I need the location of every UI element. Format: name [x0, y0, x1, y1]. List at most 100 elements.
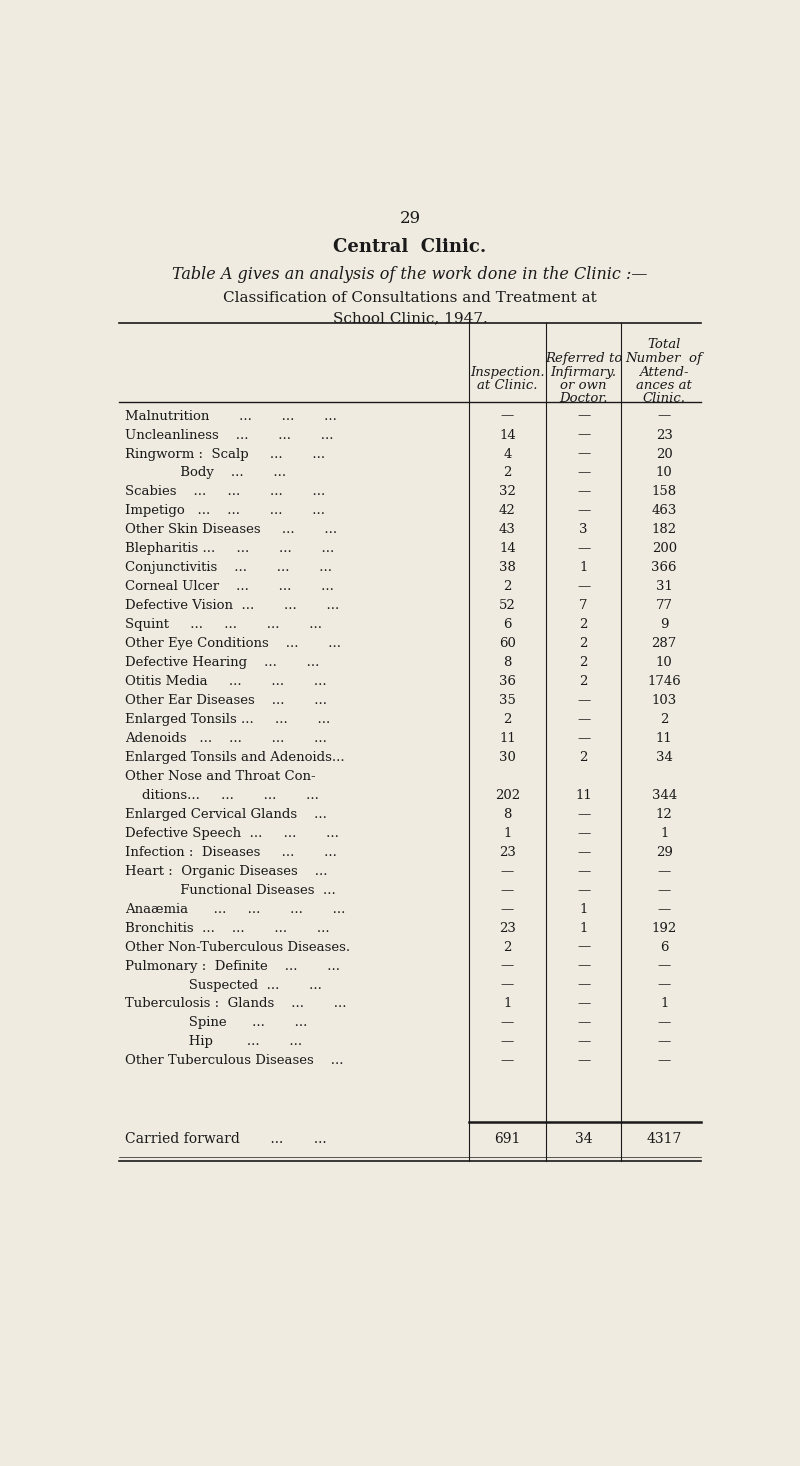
Text: —: — — [577, 865, 590, 878]
Text: —: — — [577, 732, 590, 745]
Text: —: — — [501, 884, 514, 897]
Text: 182: 182 — [652, 523, 677, 537]
Text: —: — — [658, 865, 671, 878]
Text: —: — — [577, 846, 590, 859]
Text: Referred to: Referred to — [545, 352, 622, 365]
Text: 10: 10 — [656, 657, 673, 668]
Text: ances at: ances at — [636, 380, 692, 391]
Text: —: — — [501, 960, 514, 972]
Text: Infection :  Diseases     ...       ...: Infection : Diseases ... ... — [125, 846, 337, 859]
Text: Attend-: Attend- — [639, 365, 689, 378]
Text: 2: 2 — [503, 941, 511, 953]
Text: 200: 200 — [652, 542, 677, 556]
Text: or own: or own — [560, 380, 607, 391]
Text: —: — — [577, 409, 590, 422]
Text: 287: 287 — [651, 638, 677, 649]
Text: 23: 23 — [499, 846, 516, 859]
Text: —: — — [577, 827, 590, 840]
Text: 77: 77 — [656, 600, 673, 613]
Text: 2: 2 — [579, 638, 588, 649]
Text: Pulmonary :  Definite    ...       ...: Pulmonary : Definite ... ... — [125, 960, 340, 972]
Text: ditions...     ...       ...       ...: ditions... ... ... ... — [125, 789, 318, 802]
Text: 6: 6 — [660, 941, 669, 953]
Text: Enlarged Cervical Glands    ...: Enlarged Cervical Glands ... — [125, 808, 326, 821]
Text: 12: 12 — [656, 808, 673, 821]
Text: 1: 1 — [503, 997, 511, 1010]
Text: Other Nose and Throat Con-: Other Nose and Throat Con- — [125, 770, 315, 783]
Text: 14: 14 — [499, 542, 516, 556]
Text: Blepharitis ...     ...       ...       ...: Blepharitis ... ... ... ... — [125, 542, 334, 556]
Text: 8: 8 — [503, 808, 511, 821]
Text: 1: 1 — [503, 827, 511, 840]
Text: 60: 60 — [499, 638, 516, 649]
Text: —: — — [501, 1035, 514, 1048]
Text: 1: 1 — [660, 827, 668, 840]
Text: 29: 29 — [399, 210, 421, 227]
Text: 2: 2 — [579, 751, 588, 764]
Text: Bronchitis  ...    ...       ...       ...: Bronchitis ... ... ... ... — [125, 922, 330, 935]
Text: Doctor.: Doctor. — [559, 391, 608, 405]
Text: 34: 34 — [656, 751, 673, 764]
Text: —: — — [577, 428, 590, 441]
Text: 23: 23 — [499, 922, 516, 935]
Text: Enlarged Tonsils ...     ...       ...: Enlarged Tonsils ... ... ... — [125, 712, 330, 726]
Text: Heart :  Organic Diseases    ...: Heart : Organic Diseases ... — [125, 865, 327, 878]
Text: 344: 344 — [651, 789, 677, 802]
Text: Carried forward       ...       ...: Carried forward ... ... — [125, 1132, 326, 1146]
Text: Anaæmia      ...     ...       ...       ...: Anaæmia ... ... ... ... — [125, 903, 345, 916]
Text: 31: 31 — [656, 581, 673, 594]
Text: 4: 4 — [503, 447, 511, 460]
Text: 691: 691 — [494, 1132, 521, 1146]
Text: Impetigo   ...    ...       ...       ...: Impetigo ... ... ... ... — [125, 504, 325, 517]
Text: —: — — [577, 712, 590, 726]
Text: —: — — [658, 409, 671, 422]
Text: Corneal Ulcer    ...       ...       ...: Corneal Ulcer ... ... ... — [125, 581, 334, 594]
Text: 158: 158 — [652, 485, 677, 498]
Text: 3: 3 — [579, 523, 588, 537]
Text: —: — — [658, 884, 671, 897]
Text: —: — — [577, 542, 590, 556]
Text: Functional Diseases  ...: Functional Diseases ... — [125, 884, 335, 897]
Text: 6: 6 — [503, 619, 511, 632]
Text: School Clinic, 1947.: School Clinic, 1947. — [333, 311, 487, 325]
Text: 43: 43 — [499, 523, 516, 537]
Text: Uncleanliness    ...       ...       ...: Uncleanliness ... ... ... — [125, 428, 334, 441]
Text: 4317: 4317 — [646, 1132, 682, 1146]
Text: Classification of Consultations and Treatment at: Classification of Consultations and Trea… — [223, 292, 597, 305]
Text: —: — — [577, 693, 590, 707]
Text: 2: 2 — [579, 657, 588, 668]
Text: 52: 52 — [499, 600, 516, 613]
Text: 11: 11 — [656, 732, 673, 745]
Text: —: — — [577, 997, 590, 1010]
Text: Table A gives an analysis of the work done in the Clinic :—: Table A gives an analysis of the work do… — [172, 267, 648, 283]
Text: Other Skin Diseases     ...       ...: Other Skin Diseases ... ... — [125, 523, 337, 537]
Text: 11: 11 — [499, 732, 516, 745]
Text: Number  of: Number of — [626, 352, 702, 365]
Text: Spine      ...       ...: Spine ... ... — [125, 1016, 307, 1029]
Text: 1: 1 — [660, 997, 668, 1010]
Text: Suspected  ...       ...: Suspected ... ... — [125, 978, 322, 991]
Text: Scabies    ...     ...       ...       ...: Scabies ... ... ... ... — [125, 485, 325, 498]
Text: —: — — [577, 978, 590, 991]
Text: —: — — [658, 1035, 671, 1048]
Text: —: — — [658, 978, 671, 991]
Text: —: — — [577, 581, 590, 594]
Text: 34: 34 — [574, 1132, 593, 1146]
Text: Other Eye Conditions    ...       ...: Other Eye Conditions ... ... — [125, 638, 341, 649]
Text: —: — — [658, 960, 671, 972]
Text: 1746: 1746 — [647, 674, 681, 688]
Text: 8: 8 — [503, 657, 511, 668]
Text: Ringworm :  Scalp     ...       ...: Ringworm : Scalp ... ... — [125, 447, 325, 460]
Text: 366: 366 — [651, 561, 677, 575]
Text: 29: 29 — [656, 846, 673, 859]
Text: Adenoids   ...    ...       ...       ...: Adenoids ... ... ... ... — [125, 732, 326, 745]
Text: 463: 463 — [651, 504, 677, 517]
Text: Other Ear Diseases    ...       ...: Other Ear Diseases ... ... — [125, 693, 327, 707]
Text: 30: 30 — [499, 751, 516, 764]
Text: 202: 202 — [494, 789, 520, 802]
Text: Defective Hearing    ...       ...: Defective Hearing ... ... — [125, 657, 319, 668]
Text: 2: 2 — [503, 712, 511, 726]
Text: Defective Vision  ...       ...       ...: Defective Vision ... ... ... — [125, 600, 339, 613]
Text: 2: 2 — [503, 466, 511, 479]
Text: —: — — [501, 978, 514, 991]
